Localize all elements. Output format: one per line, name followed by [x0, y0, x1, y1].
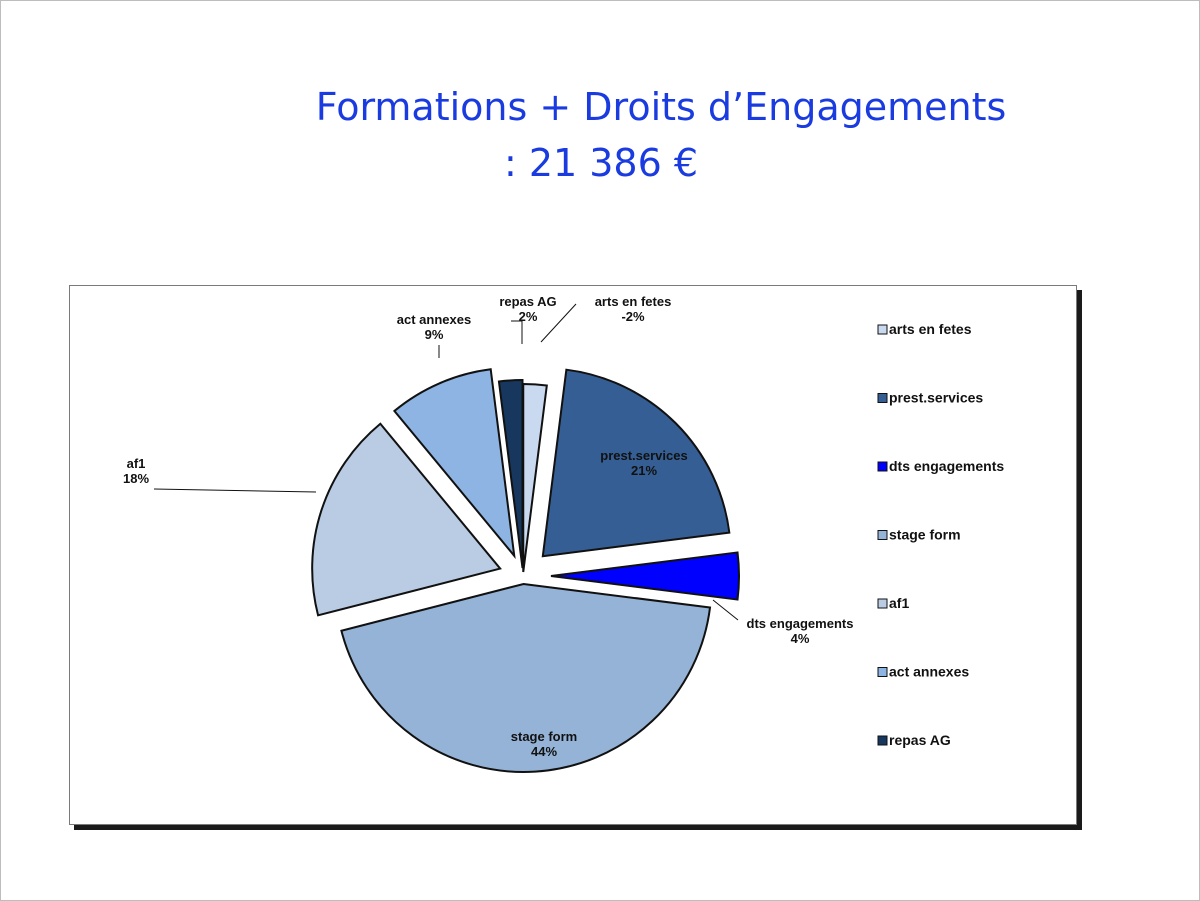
data-label-percent: 21% [631, 463, 657, 478]
legend-swatch [877, 598, 888, 609]
data-label-name: prest.services [600, 448, 687, 463]
pie-chart: arts en fetes -2% prest.services 21% dts eng… [69, 285, 1077, 825]
pie-slice-arts-en-fetes [522, 383, 548, 573]
data-label-name: af1 [127, 456, 146, 471]
leader-line [153, 488, 317, 493]
legend-label: stage form [889, 527, 961, 543]
leader-line [540, 303, 577, 343]
data-label-name: act annexes [397, 312, 471, 327]
data-label-percent: -2% [621, 309, 645, 324]
legend-label: af1 [889, 595, 909, 611]
legend-swatch [877, 461, 888, 472]
data-label-percent: 9% [425, 327, 444, 342]
data-label-name: stage form [511, 729, 577, 744]
legend-swatch [877, 530, 888, 540]
data-label-percent: 44% [531, 744, 557, 759]
legend-swatch [877, 324, 888, 335]
pie-slice-prest-services [541, 368, 731, 558]
pie-slice-act-annexes [393, 368, 516, 560]
pie-slice-repas-ag [497, 379, 524, 569]
legend-swatch [877, 393, 888, 403]
slide-title-line2: : 21 386 € [503, 141, 699, 185]
data-label-name: dts engagements [747, 616, 854, 631]
legend-label: act annexes [889, 664, 969, 680]
pie-slice-dts-engagements [550, 551, 740, 601]
pie-slice-af1 [311, 422, 502, 617]
leader-line [511, 320, 523, 344]
legend-label: dts engagements [889, 458, 1004, 474]
data-label-name: repas AG [499, 294, 556, 309]
legend-label: arts en fetes [889, 321, 972, 337]
data-label-percent: 18% [123, 471, 149, 486]
legend-swatch [877, 667, 888, 677]
leader-line [712, 599, 739, 621]
slide-title-line1: Formations + Droits d’Engagements [315, 85, 1007, 129]
data-label-percent: 2% [519, 309, 538, 324]
pie-slice-stage-form [340, 582, 712, 773]
legend-swatch [877, 735, 888, 746]
legend-label: repas AG [889, 732, 951, 748]
data-label-percent: 4% [791, 631, 810, 646]
legend-label: prest.services [889, 390, 983, 406]
data-label-name: arts en fetes [595, 294, 672, 309]
